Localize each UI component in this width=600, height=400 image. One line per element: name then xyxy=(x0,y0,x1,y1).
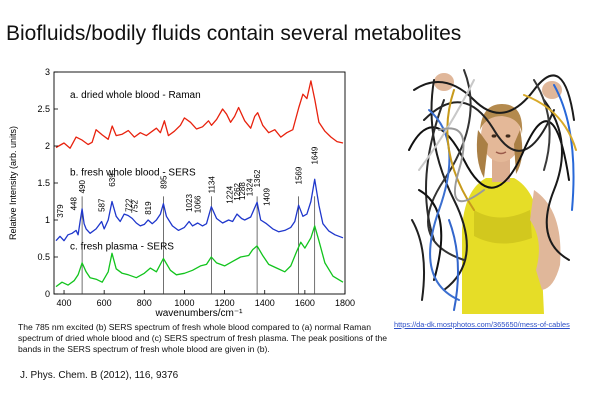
peak-label-448: 448 xyxy=(70,197,79,211)
peak-label-1409: 1409 xyxy=(263,188,272,206)
peak-label-490: 490 xyxy=(78,180,87,194)
woman-with-tangled-cables-photo xyxy=(404,60,580,314)
peak-label-587: 587 xyxy=(98,198,107,212)
axis-ticks: 400 600 800 1000 1200 1400 1600 1800 0 0.5 1 1.5 2 2.… xyxy=(37,67,355,308)
peak-label-722: 722 xyxy=(125,198,134,212)
series-line-a xyxy=(55,80,344,149)
peak-label-1066: 1066 xyxy=(194,195,203,213)
spectra-series xyxy=(55,80,344,288)
peak-label-1288: 1288 xyxy=(238,182,247,200)
series-label-b: b. fresh whole blood - SERS xyxy=(70,168,196,179)
x-tick-label-400: 400 xyxy=(57,298,72,308)
figure-caption: The 785 nm excited (b) SERS spectrum of … xyxy=(18,322,388,355)
series-label-a: a. dried whole blood - Raman xyxy=(70,90,201,101)
peak-label-379: 379 xyxy=(56,204,65,218)
peak-label-1324: 1324 xyxy=(246,178,255,196)
peak-label-752: 752 xyxy=(131,199,140,213)
journal-reference: J. Phys. Chem. B (2012), 116, 9376 xyxy=(20,370,179,381)
series-line-b xyxy=(55,178,344,242)
peak-label-1262: 1262 xyxy=(233,182,242,200)
y-tick-label-2: 2 xyxy=(45,141,50,151)
peak-label-1569: 1569 xyxy=(295,166,304,184)
peak-label-1362: 1362 xyxy=(253,169,262,187)
y-tick-label-0: 0 xyxy=(45,289,50,299)
peak-label-1649: 1649 xyxy=(311,146,320,164)
series-line-c xyxy=(55,225,344,288)
peak-label-1224: 1224 xyxy=(225,185,234,203)
peak-reference-lines xyxy=(81,196,316,294)
y-tick-label-0.5: 0.5 xyxy=(37,252,50,262)
series-labels: a. dried whole blood - Raman b. fresh who… xyxy=(70,90,201,253)
peak-label-895: 895 xyxy=(159,175,168,189)
x-tick-label-800: 800 xyxy=(137,298,152,308)
x-tick-label-1400: 1400 xyxy=(255,298,275,308)
series-label-c: c. fresh plasma - SERS xyxy=(70,242,174,253)
spectrum-chart: a. dried whole blood - Raman b. fresh who… xyxy=(8,67,355,319)
y-tick-label-1: 1 xyxy=(45,215,50,225)
peak-label-819: 819 xyxy=(144,201,153,215)
peak-label-639: 639 xyxy=(108,173,117,187)
y-tick-label-3: 3 xyxy=(45,67,50,77)
x-tick-label-1600: 1600 xyxy=(295,298,315,308)
photo-source-link[interactable]: https://da-dk.mostphotos.com/365650/mess… xyxy=(394,320,570,329)
y-axis-label: Relative Intensity (arb. units) xyxy=(8,126,18,240)
x-tick-label-1800: 1800 xyxy=(335,298,355,308)
slide-title: Biofluids/bodily fluids contain several … xyxy=(6,22,462,45)
x-tick-label-1000: 1000 xyxy=(174,298,194,308)
peak-label-1134: 1134 xyxy=(207,176,216,194)
y-tick-label-2.5: 2.5 xyxy=(37,104,50,114)
y-tick-label-1.5: 1.5 xyxy=(37,178,50,188)
x-tick-label-600: 600 xyxy=(97,298,112,308)
peak-label-1023: 1023 xyxy=(185,194,194,212)
x-tick-label-1200: 1200 xyxy=(215,298,235,308)
x-axis-label: wavenumbers/cm⁻¹ xyxy=(155,308,244,319)
